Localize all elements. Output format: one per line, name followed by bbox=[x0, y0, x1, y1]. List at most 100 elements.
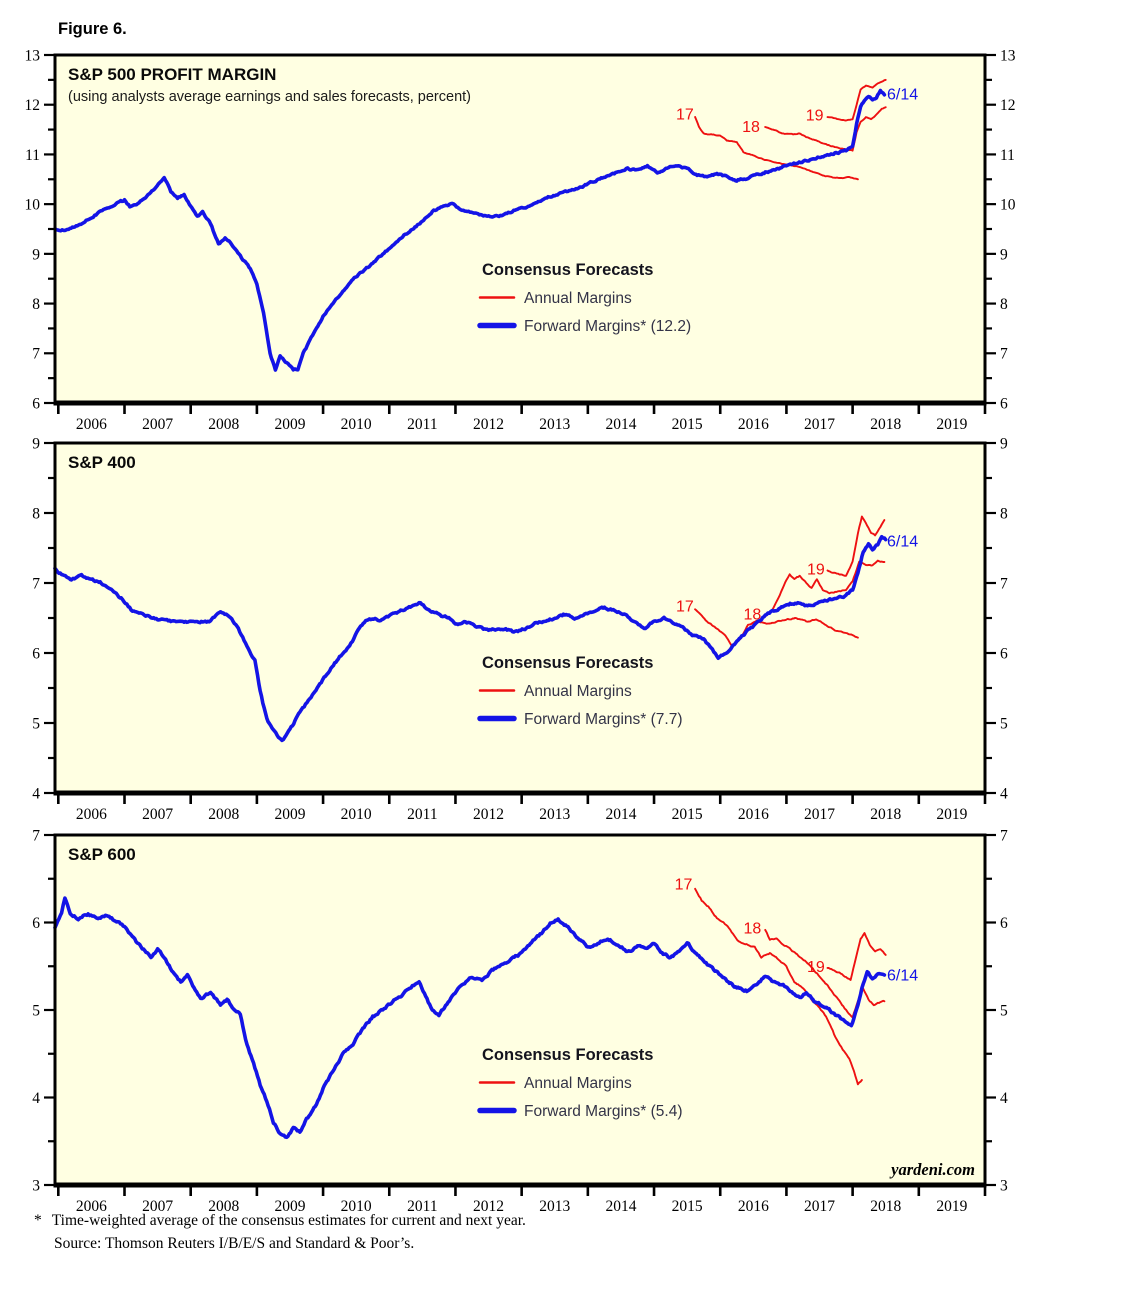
x-year-label: 2009 bbox=[274, 416, 305, 433]
annotation-6-14: 6/14 bbox=[887, 86, 918, 103]
y-tick-label-left: 7 bbox=[32, 346, 40, 363]
panel-title: S&P 600 bbox=[68, 845, 136, 864]
x-year-label: 2008 bbox=[208, 1198, 239, 1215]
annotation-6-14: 6/14 bbox=[887, 968, 918, 985]
x-year-label: 2019 bbox=[936, 806, 967, 823]
annotation-18: 18 bbox=[743, 920, 761, 937]
footnote-text: Time-weighted average of the consensus e… bbox=[51, 1212, 526, 1229]
x-year-label: 2019 bbox=[936, 1198, 967, 1215]
x-year-label: 2011 bbox=[407, 1198, 437, 1215]
y-tick-label-left: 5 bbox=[32, 715, 40, 732]
x-year-label: 2012 bbox=[473, 416, 504, 433]
x-year-label: 2015 bbox=[672, 806, 703, 823]
y-tick-label-left: 7 bbox=[32, 827, 40, 844]
legend-item-label: Forward Margins* (5.4) bbox=[524, 1103, 683, 1120]
y-tick-label-right: 9 bbox=[1000, 435, 1008, 452]
x-year-label: 2011 bbox=[407, 806, 437, 823]
legend-header: Consensus Forecasts bbox=[482, 654, 653, 672]
x-year-label: 2017 bbox=[804, 806, 835, 823]
x-year-label: 2018 bbox=[870, 806, 901, 823]
forward-margins-line bbox=[53, 88, 887, 372]
annual-margins-18-line bbox=[764, 106, 887, 152]
branding-yardeni: yardeni.com bbox=[891, 1160, 975, 1179]
y-tick-label-right: 11 bbox=[1000, 147, 1015, 164]
panel-sp400: 4 4 5 5 6 6 7 7 8 8 9 9 2006 2007 2008 2009 2010 2011 2012… bbox=[32, 435, 1008, 823]
x-year-label: 2013 bbox=[539, 416, 570, 433]
y-tick-label-left: 4 bbox=[32, 1090, 40, 1107]
y-tick-label-right: 4 bbox=[1000, 1090, 1008, 1107]
x-year-label: 2007 bbox=[142, 416, 173, 433]
x-year-label: 2019 bbox=[936, 416, 967, 433]
y-tick-label-left: 10 bbox=[25, 197, 41, 214]
x-year-label: 2012 bbox=[473, 806, 504, 823]
y-tick-label-right: 12 bbox=[1000, 97, 1016, 114]
annotation-6-14: 6/14 bbox=[887, 534, 918, 551]
legend-item-label: Forward Margins* (7.7) bbox=[524, 711, 683, 728]
y-tick-label-left: 8 bbox=[32, 296, 40, 313]
y-tick-label-right: 9 bbox=[1000, 246, 1008, 263]
y-tick-label-right: 3 bbox=[1000, 1177, 1008, 1194]
x-year-label: 2007 bbox=[142, 806, 173, 823]
x-year-label: 2010 bbox=[341, 416, 372, 433]
plot-area bbox=[55, 55, 985, 403]
annual-margins-17-line bbox=[694, 608, 859, 648]
x-year-label: 2007 bbox=[142, 1198, 173, 1215]
y-tick-label-left: 11 bbox=[25, 147, 40, 164]
x-year-label: 2006 bbox=[76, 416, 107, 433]
forward-margins-line bbox=[53, 896, 887, 1140]
y-tick-label-right: 10 bbox=[1000, 197, 1016, 214]
annual-margins-19-line bbox=[826, 932, 887, 981]
x-year-label: 2011 bbox=[407, 416, 437, 433]
y-tick-label-right: 6 bbox=[1000, 915, 1008, 932]
annotation-18: 18 bbox=[743, 606, 761, 623]
legend-item-label: Forward Margins* (12.2) bbox=[524, 318, 691, 335]
panel-sp500: 6 6 7 7 8 8 9 9 10 10 11 11 12 12 13 13 2006 2007 2008 2009… bbox=[25, 47, 1016, 433]
x-year-label: 2008 bbox=[208, 806, 239, 823]
y-tick-label-left: 8 bbox=[32, 505, 40, 522]
plot-area bbox=[55, 443, 985, 793]
annual-margins-17-line bbox=[694, 887, 863, 1086]
y-tick-label-right: 7 bbox=[1000, 346, 1008, 363]
x-year-label: 2015 bbox=[672, 1198, 703, 1215]
panel-subtitle: (using analysts average earnings and sal… bbox=[68, 89, 471, 105]
y-tick-label-right: 4 bbox=[1000, 785, 1008, 802]
y-tick-label-right: 7 bbox=[1000, 827, 1008, 844]
annotation-19: 19 bbox=[807, 959, 825, 976]
y-tick-label-right: 8 bbox=[1000, 296, 1008, 313]
figure-label: Figure 6. bbox=[58, 20, 127, 38]
x-year-label: 2009 bbox=[274, 806, 305, 823]
x-year-label: 2017 bbox=[804, 1198, 835, 1215]
legend-header: Consensus Forecasts bbox=[482, 1046, 653, 1064]
y-tick-label-left: 3 bbox=[32, 1177, 40, 1194]
annotation-17: 17 bbox=[676, 106, 694, 123]
annotation-18: 18 bbox=[742, 119, 760, 136]
x-year-label: 2017 bbox=[804, 416, 835, 433]
y-tick-label-left: 6 bbox=[32, 915, 40, 932]
y-tick-label-left: 6 bbox=[32, 395, 40, 412]
x-year-label: 2015 bbox=[672, 416, 703, 433]
x-year-label: 2016 bbox=[738, 416, 769, 433]
y-tick-label-left: 6 bbox=[32, 645, 40, 662]
x-year-label: 2010 bbox=[341, 806, 372, 823]
y-tick-label-left: 9 bbox=[32, 246, 40, 263]
annual-margins-17-line bbox=[694, 116, 859, 181]
annual-margins-18-line bbox=[764, 559, 886, 618]
x-year-label: 2013 bbox=[539, 806, 570, 823]
x-year-label: 2014 bbox=[605, 416, 636, 433]
y-tick-label-right: 5 bbox=[1000, 1002, 1008, 1019]
y-tick-label-right: 13 bbox=[1000, 47, 1016, 64]
y-tick-label-left: 9 bbox=[32, 435, 40, 452]
legend-item-label: Annual Margins bbox=[524, 290, 632, 307]
y-tick-label-left: 4 bbox=[32, 785, 40, 802]
y-tick-label-left: 7 bbox=[32, 575, 40, 592]
annotation-19: 19 bbox=[807, 562, 825, 579]
panel-title: S&P 400 bbox=[68, 453, 136, 472]
x-year-label: 2014 bbox=[605, 806, 636, 823]
annual-margins-19-line bbox=[826, 515, 886, 577]
x-year-label: 2013 bbox=[539, 1198, 570, 1215]
y-tick-label-left: 12 bbox=[25, 97, 41, 114]
annual-margins-18-line bbox=[764, 928, 886, 1019]
forward-margins-line bbox=[53, 534, 888, 743]
y-tick-label-right: 7 bbox=[1000, 575, 1008, 592]
